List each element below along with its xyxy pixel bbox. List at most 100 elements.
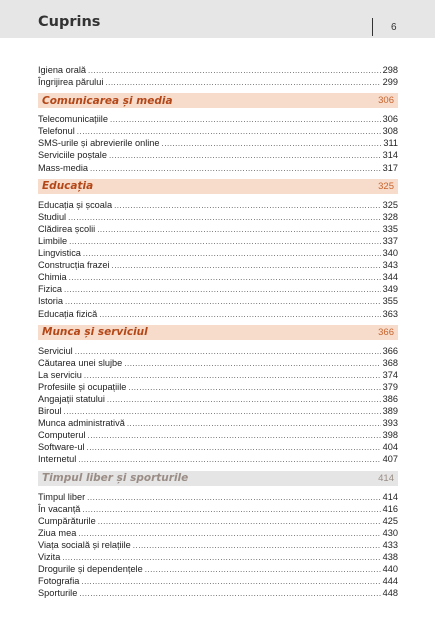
- entry-page: 444: [382, 576, 398, 587]
- entry-label: Drogurile și dependențele: [38, 564, 143, 575]
- toc-entry[interactable]: Educația și școala 325: [38, 199, 398, 211]
- toc-entry[interactable]: Drogurile și dependențele 440: [38, 563, 398, 575]
- toc-entry[interactable]: Timpul liber 414: [38, 491, 398, 503]
- dot-leader: [97, 224, 380, 235]
- toc-entry[interactable]: Internetul 407: [38, 453, 398, 465]
- toc-entry[interactable]: Clădirea școlii 335: [38, 223, 398, 235]
- entry-page: 430: [382, 527, 398, 538]
- entry-page: 374: [382, 369, 398, 380]
- entry-label: Software-ul: [38, 442, 85, 453]
- toc-entry[interactable]: Construcția frazei 343: [38, 259, 398, 271]
- entry-page: 328: [382, 211, 398, 222]
- entry-page: 314: [382, 150, 398, 161]
- entry-page: 440: [382, 564, 398, 575]
- dot-leader: [65, 296, 381, 307]
- entry-label: Vizita: [38, 552, 61, 562]
- dot-leader: [78, 454, 380, 465]
- toc-entry[interactable]: Istoria 355: [38, 295, 398, 307]
- toc-entry[interactable]: Software-ul 404: [38, 441, 398, 453]
- toc-entry[interactable]: Educația fizică 363: [38, 308, 398, 320]
- dot-leader: [110, 114, 381, 125]
- entry-page: 335: [382, 223, 398, 234]
- toc-entry[interactable]: Serviciile poștale 314: [38, 149, 398, 161]
- toc-entry[interactable]: Căutarea unei slujbe 368: [38, 357, 398, 369]
- entry-page: 337: [382, 235, 398, 246]
- section-header[interactable]: Comunicarea și media 306: [38, 93, 398, 109]
- entry-label: Ziua mea: [38, 527, 77, 538]
- entry-label: Timpul liber: [38, 491, 86, 502]
- toc-entry[interactable]: Fizica 349: [38, 283, 398, 295]
- toc-entry[interactable]: Profesiile și ocupațiile 379: [38, 381, 398, 393]
- toc-entry[interactable]: Lingvistica 340: [38, 247, 398, 259]
- entry-label: SMS-urile și abrevierile online: [38, 138, 160, 149]
- dot-leader: [77, 126, 381, 137]
- entry-label: Viața socială și relațiile: [38, 539, 131, 550]
- toc-entry[interactable]: În vacanță 416: [38, 503, 398, 515]
- toc-entry[interactable]: Mass-media 317: [38, 162, 398, 174]
- entry-page: 448: [382, 588, 398, 599]
- toc-entry[interactable]: Telecomunicațiile 306: [38, 113, 398, 125]
- entry-label: Chimia: [38, 272, 67, 283]
- entry-label: Lingvistica: [38, 248, 81, 259]
- entry-label: Îngrijirea părului: [38, 77, 104, 88]
- section-header[interactable]: Munca și serviciul 366: [38, 324, 398, 340]
- toc-entry[interactable]: Biroul 389: [38, 405, 398, 417]
- dot-leader: [128, 382, 380, 393]
- toc-entry[interactable]: Îngrijirea părului 299: [38, 76, 398, 88]
- page-number: 6: [391, 22, 397, 33]
- toc-entry[interactable]: Fotografia 444: [38, 575, 398, 587]
- dot-leader: [82, 504, 380, 515]
- entry-label: Studiul: [38, 211, 67, 222]
- dot-leader: [107, 394, 381, 405]
- dot-leader: [68, 212, 381, 223]
- entry-page: 425: [382, 515, 398, 526]
- entry-page: 393: [382, 418, 398, 429]
- entry-label: Serviciul: [38, 345, 73, 356]
- toc-entry[interactable]: Chimia 344: [38, 271, 398, 283]
- toc-entry[interactable]: Telefonul 308: [38, 125, 398, 137]
- dot-leader: [69, 272, 381, 283]
- toc-entry[interactable]: Studiul 328: [38, 211, 398, 223]
- entry-label: Căutarea unei slujbe: [38, 357, 123, 368]
- entry-label: Igiena orală: [38, 65, 87, 75]
- page-title: Cuprins: [38, 14, 101, 30]
- toc-entry[interactable]: Igiena orală 298: [38, 64, 398, 76]
- section-header[interactable]: Educația 325: [38, 178, 398, 194]
- entry-label: Mass-media: [38, 162, 89, 173]
- toc-entry[interactable]: Computerul 398: [38, 429, 398, 441]
- toc-entry[interactable]: Sporturile 448: [38, 587, 398, 599]
- entry-page: 308: [382, 126, 398, 137]
- entry-page: 379: [382, 381, 398, 392]
- entry-page: 389: [382, 406, 398, 417]
- toc-entry[interactable]: Munca administrativă 393: [38, 417, 398, 429]
- toc-entry[interactable]: Cumpărăturile 425: [38, 515, 398, 527]
- dot-leader: [62, 552, 380, 563]
- entry-label: Internetul: [38, 454, 77, 465]
- dot-leader: [127, 418, 381, 429]
- section-page: 414: [378, 472, 394, 484]
- toc-entry[interactable]: La serviciu 374: [38, 369, 398, 381]
- toc-entry[interactable]: Ziua mea 430: [38, 527, 398, 539]
- toc-entry[interactable]: Limbile 337: [38, 235, 398, 247]
- entry-label: Telefonul: [38, 126, 75, 137]
- dot-leader: [84, 370, 381, 381]
- entry-label: Angajații statului: [38, 393, 105, 404]
- entry-label: Clădirea școlii: [38, 223, 96, 234]
- entry-label: Limbile: [38, 235, 68, 246]
- dot-leader: [88, 430, 381, 441]
- toc-entry[interactable]: Vizita 438: [38, 551, 398, 563]
- dot-leader: [79, 588, 380, 599]
- entry-page: 355: [382, 296, 398, 307]
- toc-entry[interactable]: SMS-urile și abrevierile online 311: [38, 137, 398, 149]
- entry-page: 433: [382, 539, 398, 550]
- dot-leader: [75, 346, 381, 357]
- entry-label: La serviciu: [38, 369, 82, 380]
- toc-entry[interactable]: Viața socială și relațiile 433: [38, 539, 398, 551]
- entry-label: Munca administrativă: [38, 418, 125, 429]
- toc-entry[interactable]: Serviciul 366: [38, 345, 398, 357]
- dot-leader: [133, 540, 381, 551]
- entry-page: 349: [382, 284, 398, 295]
- toc-entry[interactable]: Angajații statului 386: [38, 393, 398, 405]
- section-header[interactable]: Timpul liber și sporturile 414: [38, 470, 398, 486]
- dot-leader: [98, 516, 381, 527]
